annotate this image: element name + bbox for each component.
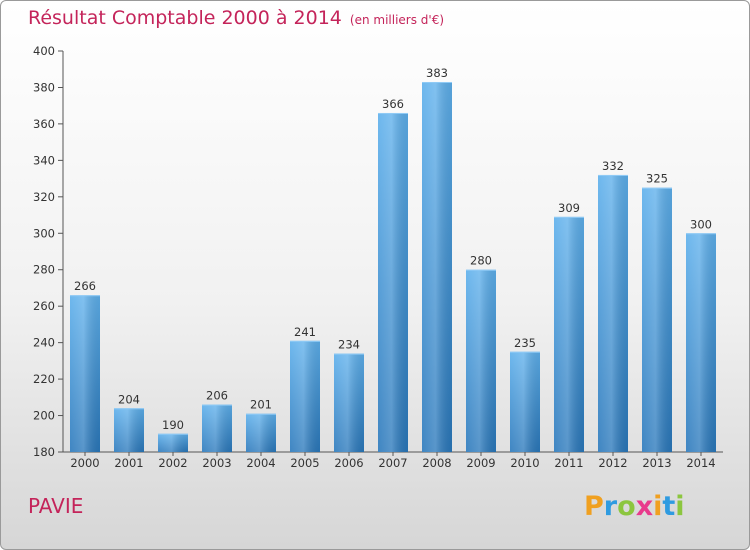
bar-shine xyxy=(334,353,364,452)
bar-shine xyxy=(642,187,672,453)
x-tick-label: 2012 xyxy=(598,456,627,470)
x-tick-label: 2002 xyxy=(158,456,187,470)
x-tick-label: 2000 xyxy=(70,456,99,470)
y-tick-label: 340 xyxy=(33,153,55,167)
y-tick-label: 360 xyxy=(33,117,55,131)
y-tick-label: 260 xyxy=(33,299,55,313)
bar-shine xyxy=(202,404,232,452)
value-label: 366 xyxy=(382,97,404,111)
y-tick-label: 240 xyxy=(33,336,55,350)
logo-letter: x xyxy=(635,491,654,522)
bar-shine xyxy=(686,233,716,452)
chart-title-block: Résultat Comptable 2000 à 2014 (en millie… xyxy=(28,7,444,29)
bar-shine xyxy=(510,351,540,452)
logo-letter: r xyxy=(603,491,618,522)
x-tick-label: 2014 xyxy=(686,456,715,470)
logo-letter: t xyxy=(662,491,676,522)
y-tick-label: 220 xyxy=(33,372,55,386)
logo-letter: o xyxy=(617,491,636,522)
value-label: 190 xyxy=(162,418,184,432)
x-tick-label: 2007 xyxy=(378,456,407,470)
x-tick-label: 2008 xyxy=(422,456,451,470)
y-tick-label: 320 xyxy=(33,190,55,204)
value-label: 300 xyxy=(690,217,712,231)
x-tick-label: 2009 xyxy=(466,456,495,470)
value-label: 266 xyxy=(74,279,96,293)
value-label: 235 xyxy=(514,336,536,350)
logo-letter: i xyxy=(653,491,663,522)
bar-shine xyxy=(378,112,408,453)
y-tick-label: 280 xyxy=(33,263,55,277)
x-tick-label: 2011 xyxy=(554,456,583,470)
x-tick-label: 2013 xyxy=(642,456,671,470)
proxiti-logo[interactable]: Proxiti xyxy=(584,491,685,522)
bar-shine xyxy=(422,81,452,453)
bar-shine xyxy=(246,413,276,452)
x-tick-label: 2005 xyxy=(290,456,319,470)
value-label: 204 xyxy=(118,392,140,406)
bar-shine xyxy=(158,433,188,452)
logo-letter: P xyxy=(584,491,604,522)
value-label: 234 xyxy=(338,338,360,352)
bar-shine xyxy=(598,174,628,453)
x-tick-label: 2003 xyxy=(202,456,231,470)
x-tick-label: 2004 xyxy=(246,456,275,470)
value-label: 325 xyxy=(646,172,668,186)
y-tick-label: 200 xyxy=(33,409,55,423)
y-tick-label: 180 xyxy=(33,445,55,459)
x-tick-label: 2006 xyxy=(334,456,363,470)
y-tick-label: 300 xyxy=(33,226,55,240)
value-label: 332 xyxy=(602,159,624,173)
y-tick-label: 380 xyxy=(33,80,55,94)
commune-name: PAVIE xyxy=(28,494,84,518)
bar-shine xyxy=(70,295,100,452)
bar-shine xyxy=(114,408,144,452)
logo-letter: i xyxy=(675,491,685,522)
chart-subtitle: (en milliers d'€) xyxy=(349,13,445,27)
value-label: 201 xyxy=(250,398,272,412)
y-tick-label: 400 xyxy=(33,44,55,58)
value-label: 309 xyxy=(558,201,580,215)
x-tick-label: 2001 xyxy=(114,456,143,470)
value-label: 206 xyxy=(206,389,228,403)
bar-shine xyxy=(554,216,584,452)
chart-title: Résultat Comptable 2000 à 2014 xyxy=(28,7,342,29)
x-tick-label: 2010 xyxy=(510,456,539,470)
value-label: 383 xyxy=(426,66,448,80)
value-label: 280 xyxy=(470,254,492,268)
bar-shine xyxy=(290,340,320,452)
value-label: 241 xyxy=(294,325,316,339)
bar-shine xyxy=(466,269,496,452)
